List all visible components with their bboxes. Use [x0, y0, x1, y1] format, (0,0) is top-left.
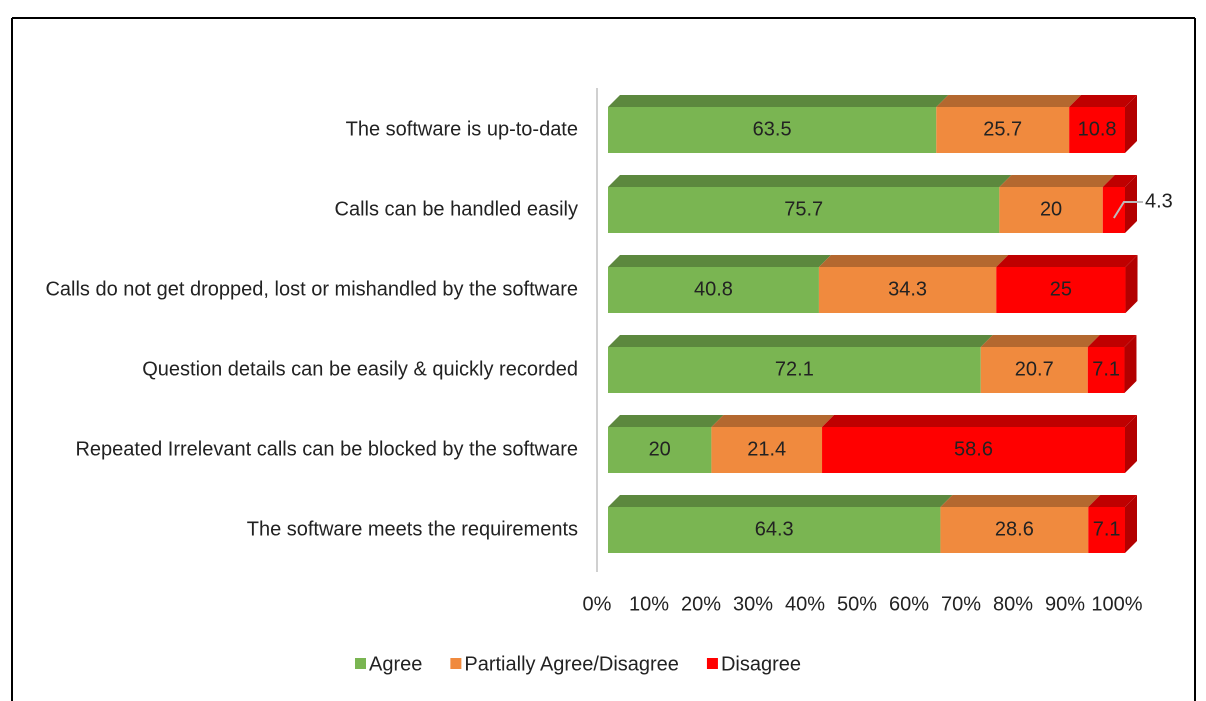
- category-text: Calls can be handled easily: [334, 198, 579, 221]
- x-tick-label: 90%: [1045, 593, 1085, 615]
- data-label: 7.1: [1092, 358, 1120, 380]
- bar-side: [1125, 95, 1137, 153]
- bar-top: [608, 335, 993, 347]
- data-label: 63.5: [753, 118, 792, 140]
- x-tick-label: 70%: [941, 593, 981, 615]
- bar: [608, 347, 981, 393]
- legend-label: Agree: [369, 653, 422, 675]
- bar: [608, 507, 941, 553]
- legend-label: Disagree: [721, 653, 801, 675]
- bar: [1102, 187, 1125, 233]
- bar-top: [940, 495, 1101, 507]
- bar: [1069, 107, 1125, 153]
- bar-top: [608, 415, 724, 427]
- bar-top: [608, 175, 1012, 187]
- bar-top: [818, 255, 1009, 267]
- x-tick-label: 100%: [1091, 593, 1142, 615]
- x-tick-label: 10%: [629, 593, 669, 615]
- category-text: The software meets the requirements: [246, 518, 578, 541]
- category-text: Question details can be easily & quickly…: [142, 358, 578, 381]
- bar-top: [1088, 495, 1137, 507]
- bar-top: [1102, 175, 1137, 187]
- data-label: 20: [649, 438, 671, 460]
- category-label: Repeated Irrelevant calls can be blocked…: [20, 435, 578, 466]
- data-label: 25: [1050, 278, 1072, 300]
- bar-top: [608, 495, 953, 507]
- bar: [608, 267, 819, 313]
- bar-top: [936, 95, 1082, 107]
- data-label: 64.3: [755, 518, 794, 540]
- bar-side: [1125, 255, 1138, 313]
- bar: [818, 267, 997, 313]
- bar: [1087, 347, 1125, 393]
- data-label: 7.1: [1093, 518, 1121, 540]
- leader-line: [1113, 201, 1143, 219]
- x-tick-label: 30%: [733, 593, 773, 615]
- bar-top: [608, 95, 949, 107]
- bar-top: [822, 415, 1137, 427]
- category-text: Repeated Irrelevant calls can be blocked…: [75, 438, 578, 461]
- data-label: 20.7: [1015, 358, 1054, 380]
- bar-side: [1124, 335, 1137, 393]
- x-tick-label: 20%: [681, 593, 721, 615]
- x-tick-label: 60%: [889, 593, 929, 615]
- bar: [999, 187, 1103, 233]
- bar-side: [1125, 415, 1137, 473]
- bar: [980, 347, 1088, 393]
- legend-swatch: [450, 658, 462, 669]
- bar-side: [1125, 175, 1137, 233]
- bar-top: [608, 255, 831, 267]
- data-label: 4.3: [1145, 190, 1173, 212]
- bar: [996, 267, 1126, 313]
- bar-top: [1069, 95, 1137, 107]
- x-tick-label: 40%: [785, 593, 825, 615]
- x-tick-label: 80%: [993, 593, 1033, 615]
- data-label: 75.7: [784, 198, 823, 220]
- data-label: 28.6: [995, 518, 1034, 540]
- bar: [608, 187, 1000, 233]
- category-label: The software is up-to-date: [20, 115, 578, 146]
- data-label: 20: [1040, 198, 1062, 220]
- category-text: Calls do not get dropped, lost or mishan…: [45, 278, 578, 301]
- bar: [940, 507, 1089, 553]
- bar: [822, 427, 1125, 473]
- legend-swatch: [706, 658, 718, 669]
- x-tick-label: 0%: [583, 593, 612, 615]
- data-label: 10.8: [1078, 118, 1117, 140]
- category-label: Calls do not get dropped, lost or mishan…: [20, 275, 578, 306]
- bar-top: [996, 255, 1138, 267]
- bar-top: [980, 335, 1100, 347]
- category-label: Calls can be handled easily: [20, 195, 579, 226]
- bar-side: [1125, 495, 1137, 553]
- bar: [936, 107, 1070, 153]
- bar: [608, 107, 937, 153]
- data-label: 40.8: [694, 278, 733, 300]
- data-label: 72.1: [775, 358, 814, 380]
- legend-swatch: [355, 658, 366, 669]
- bar: [608, 427, 712, 473]
- category-label: The software meets the requirements: [20, 515, 578, 546]
- data-label: 25.7: [983, 118, 1022, 140]
- bar-top: [999, 175, 1115, 187]
- legend-label: Partially Agree/Disagree: [464, 653, 679, 675]
- bar: [1088, 507, 1125, 553]
- bar: [711, 427, 823, 473]
- x-tick-label: 50%: [837, 593, 877, 615]
- data-label: 34.3: [888, 278, 927, 300]
- category-label: Question details can be easily & quickly…: [20, 355, 578, 386]
- data-label: 21.4: [747, 438, 786, 460]
- data-label: 58.6: [954, 438, 993, 460]
- bar-top: [1087, 335, 1137, 347]
- category-text: The software is up-to-date: [345, 118, 578, 141]
- bar-top: [711, 415, 835, 427]
